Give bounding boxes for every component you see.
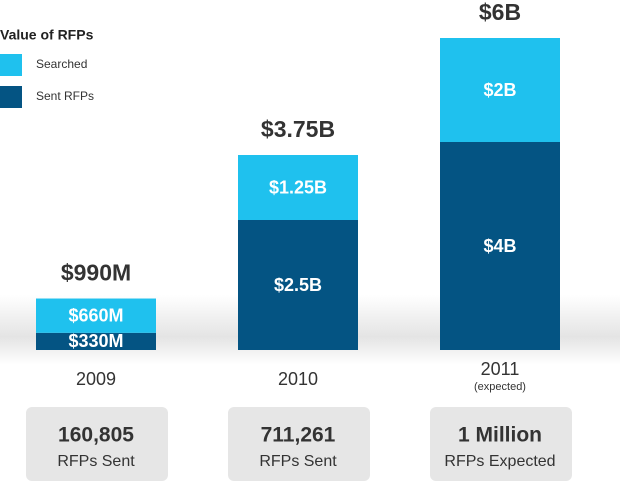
legend-label: Sent RFPs [36,89,94,103]
bar-value-label: $2.5B [274,275,322,295]
bar-segment [440,38,560,142]
bar-value-label: $660M [68,305,123,325]
summary-label: RFPs Sent [57,453,135,470]
summary-box [26,407,168,481]
summary-label: RFPs Expected [444,453,555,470]
bar-value-label: $4B [483,236,516,256]
bar-value-label: $1.25B [269,177,327,197]
summary-box [430,407,572,481]
x-tick-label: 2009 [76,369,116,389]
summary-value: 1 Million [458,424,542,447]
x-tick-label: 2010 [278,369,318,389]
total-label: $6B [479,0,521,25]
bar-value-label: $2B [483,80,516,100]
bar-segment [440,142,560,350]
legend-title: Value of RFPs [0,27,94,43]
legend-swatch [0,86,22,108]
summary-value: 711,261 [261,424,336,447]
summary-label: RFPs Sent [259,453,337,470]
bar-segment [238,155,358,220]
bar-segment [238,220,358,350]
bar-segment [36,298,156,333]
summary-value: 160,805 [58,424,134,447]
summary-box [228,407,370,481]
x-tick-label: 2011 [481,359,520,379]
category-note: (expected) [474,381,526,393]
legend-label: Searched [36,57,87,71]
bar-value-label: $330M [68,331,123,351]
total-label: $3.75B [261,116,335,142]
total-label: $990M [61,260,131,286]
legend-swatch [0,54,22,76]
bar-segment [36,332,156,350]
